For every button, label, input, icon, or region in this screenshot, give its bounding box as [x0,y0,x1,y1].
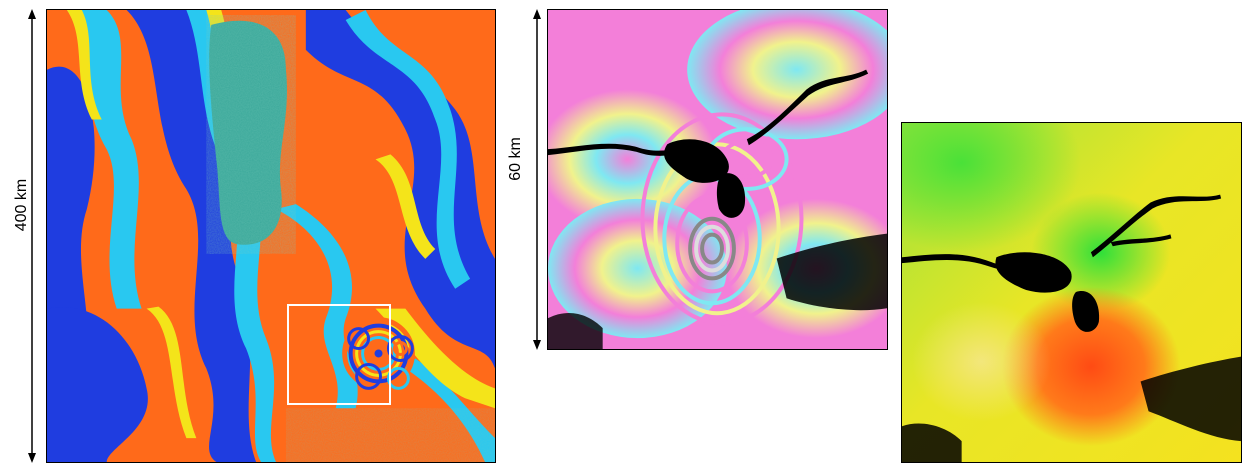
zoom-region-box [287,304,391,405]
scale-arrow-400km [26,9,38,463]
scale-label-mid: 60 km [507,137,524,181]
unwrapped-interferogram-image [902,123,1241,462]
wrapped-interferogram-zoom [547,9,888,350]
wide-interferogram-image [47,10,495,462]
wrapped-interferogram-wide [46,9,496,463]
scale-label-left: 400 km [13,178,30,232]
zoom-interferogram-image [548,10,887,349]
unwrapped-interferogram [901,122,1242,463]
scale-arrow-60km [531,9,543,350]
